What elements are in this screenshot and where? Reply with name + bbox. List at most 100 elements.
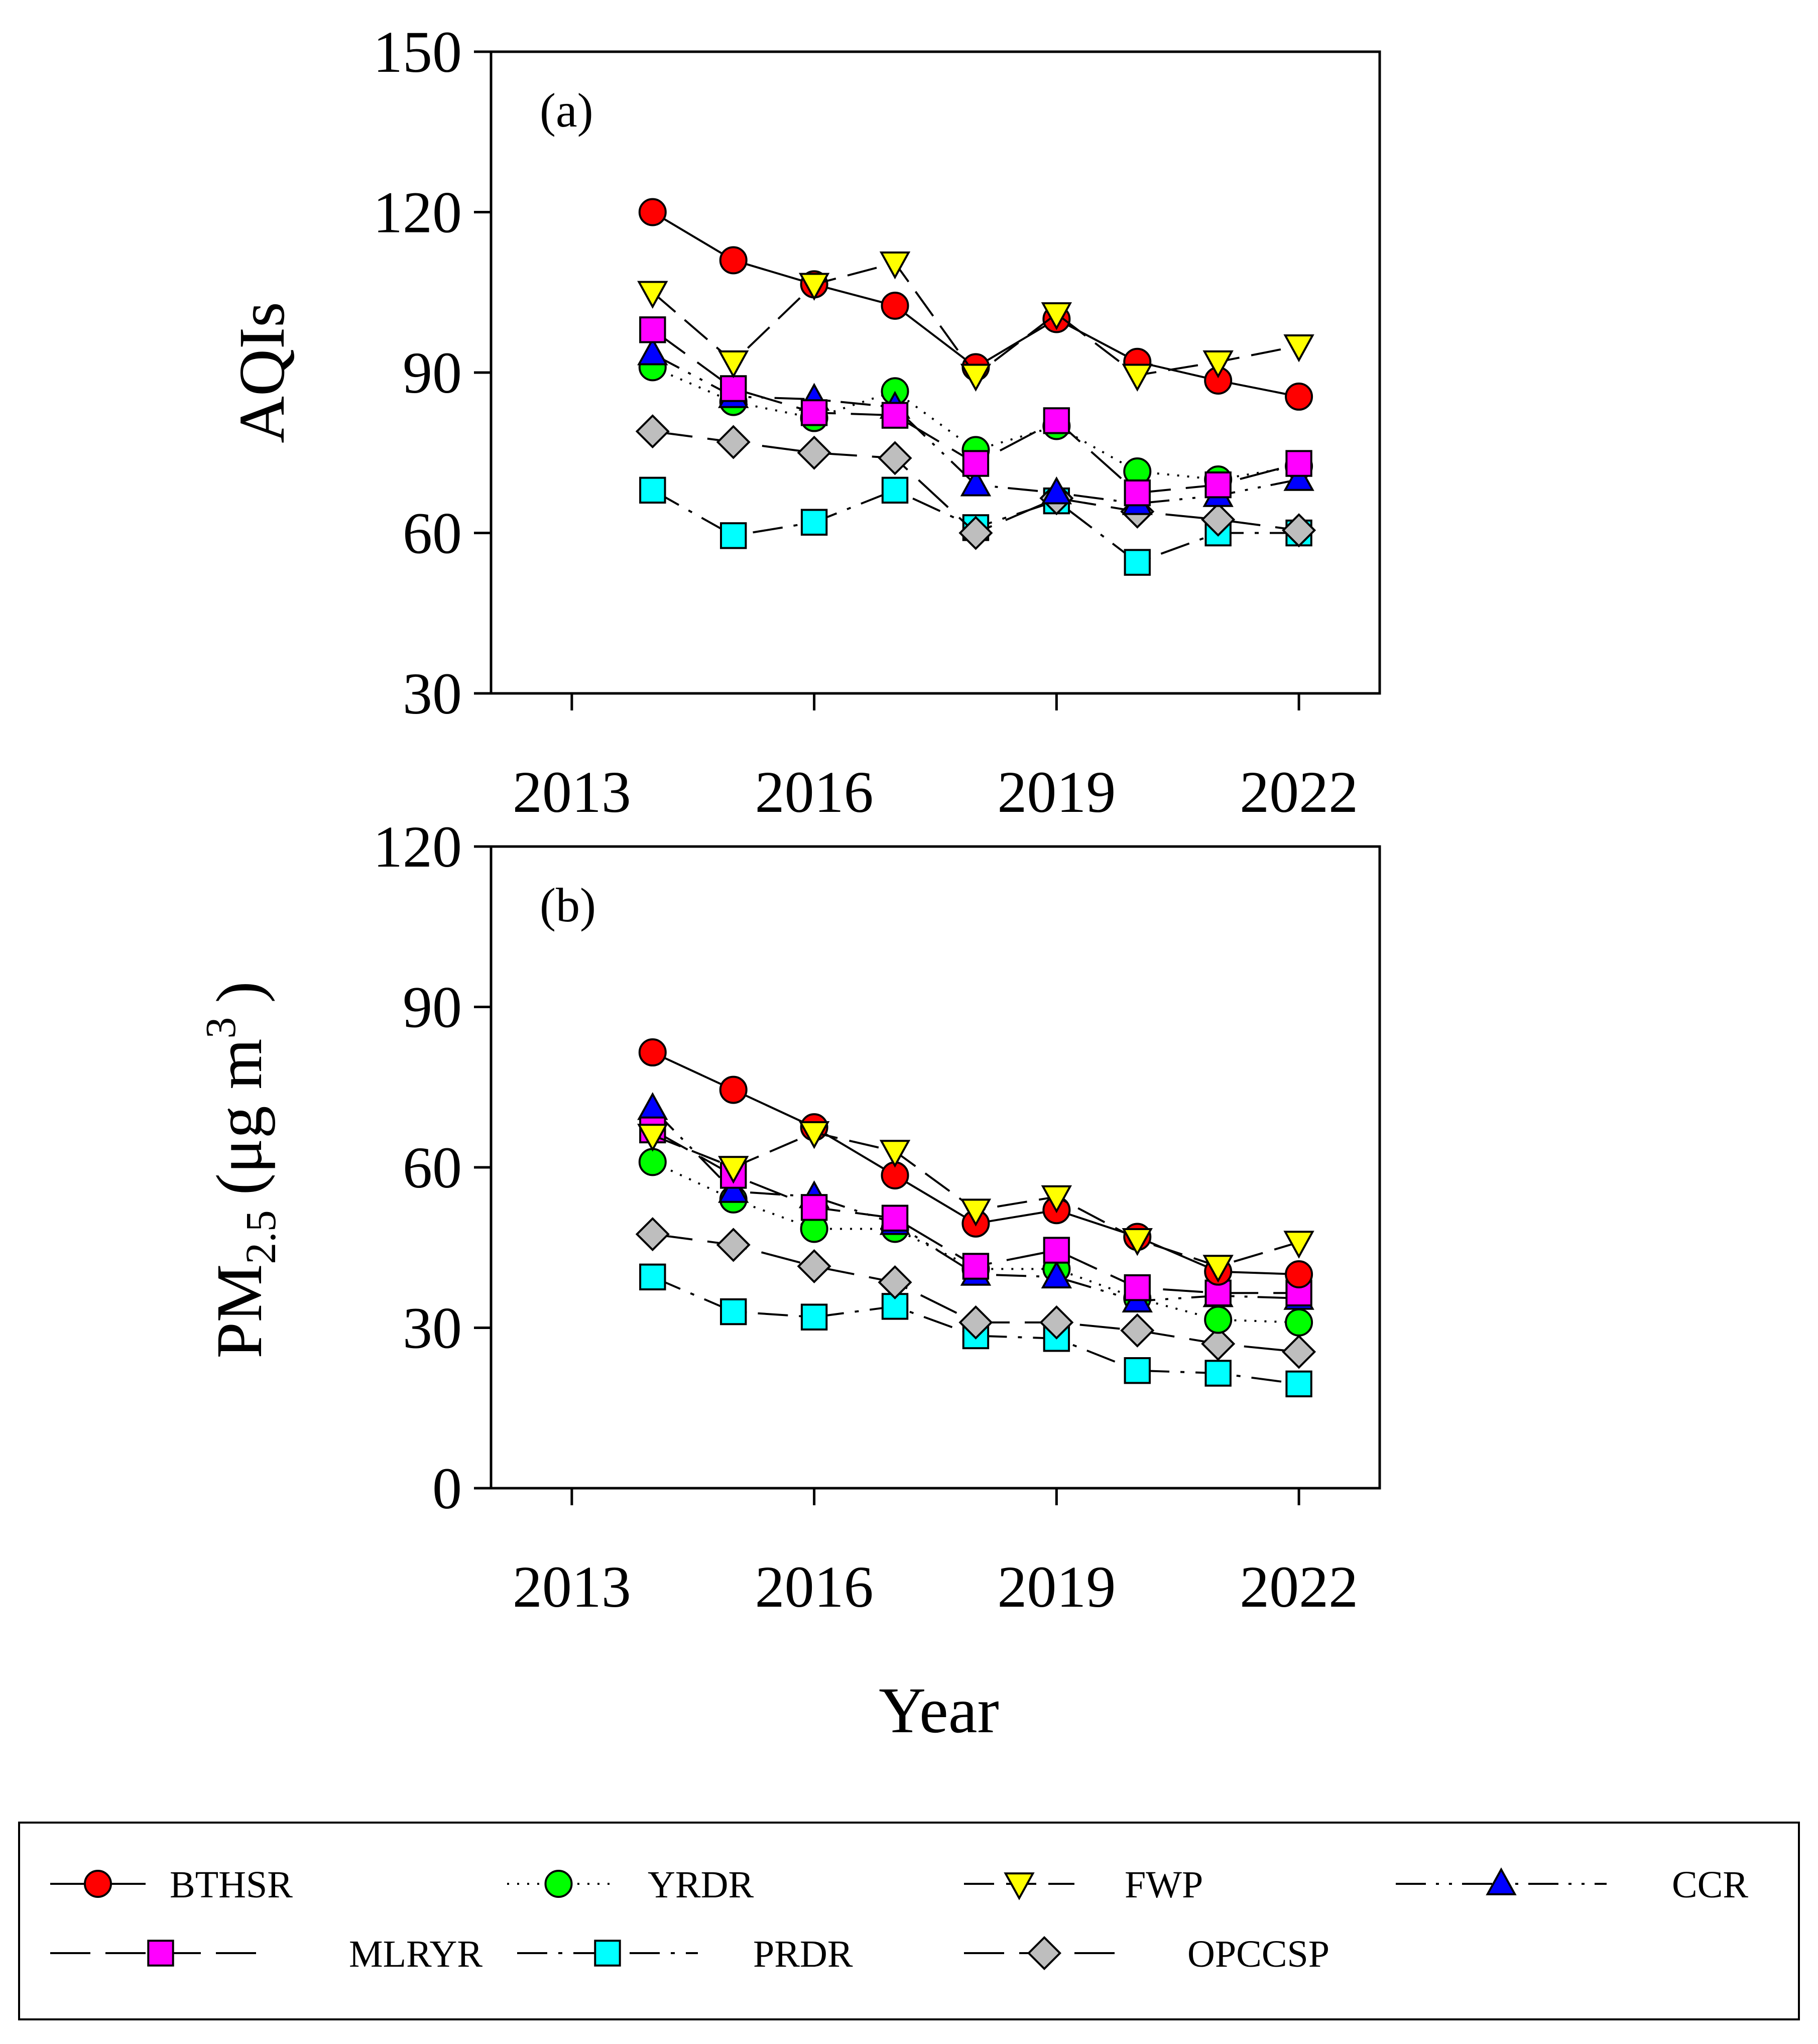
panel-a-point-mlryr-2021 bbox=[1204, 471, 1232, 499]
panel-a-point-mlryr-2015 bbox=[720, 375, 747, 402]
panel-b-point-mlryr-2019 bbox=[1043, 1237, 1070, 1264]
panel-a-point-opccsp-2016 bbox=[797, 435, 831, 470]
panel-a-x-tick-label-2: 2019 bbox=[997, 759, 1116, 825]
panel-b-point-prdr-2017 bbox=[881, 1293, 909, 1320]
panel-a-y-tick-label-1: 60 bbox=[403, 501, 462, 566]
panel-a-point-fwp-2019 bbox=[1041, 302, 1072, 330]
panel-b-point-ccr-2019 bbox=[1041, 1260, 1072, 1289]
panel-a-point-bthsr-2015 bbox=[719, 246, 748, 275]
panel-b-axes: 0 30 60 90 120 2013 2016 2019 2022 bbox=[373, 814, 1358, 1620]
panel-a-x-tick-label-3: 2022 bbox=[1240, 759, 1358, 825]
panel-a-point-ccr-2019 bbox=[1041, 476, 1072, 505]
panel-b-y-tick-label-3: 90 bbox=[403, 975, 462, 1040]
panel-a-point-mlryr-2020 bbox=[1124, 479, 1151, 507]
panel-b-y-tick-label-1: 30 bbox=[403, 1295, 462, 1361]
legend-label-fwp: FWP bbox=[1125, 1864, 1203, 1906]
panel-a-point-mlryr-2014 bbox=[639, 316, 666, 343]
legend-label-mlryr: MLRYR bbox=[349, 1933, 482, 1975]
panel-b-point-fwp-2014 bbox=[637, 1124, 668, 1152]
panel-b-point-fwp-2016 bbox=[798, 1121, 830, 1149]
panel-a-point-opccsp-2021 bbox=[1201, 502, 1236, 537]
panel-b-point-fwp-2017 bbox=[879, 1140, 911, 1168]
panel-a-point-mlryr-2016 bbox=[800, 399, 828, 426]
panel-a-point-ccr-2018 bbox=[960, 468, 992, 497]
legend-marker-ccr bbox=[1486, 1867, 1517, 1895]
panel-b-line-ccr bbox=[652, 1108, 1299, 1302]
panel-b-series-fwp bbox=[637, 1121, 1314, 1283]
legend-marker-fwp bbox=[1004, 1872, 1035, 1900]
panel-b-y-title: PM2.5 (μg m3) bbox=[196, 981, 285, 1358]
legend-label-yrdr: YRDR bbox=[648, 1864, 754, 1906]
legend-items: BTHSR YRDR FWP CCR MLRYR PRDR OPCCSP bbox=[50, 1864, 1748, 1975]
panel-b-point-yrdr-2021 bbox=[1204, 1305, 1233, 1334]
panel-b-point-yrdr-2022 bbox=[1285, 1308, 1313, 1337]
panel-b-point-prdr-2015 bbox=[720, 1298, 747, 1326]
panel-b-y-tick-label-4: 120 bbox=[373, 814, 462, 880]
y-title-units: (μg m bbox=[203, 1039, 276, 1195]
legend-marker-opccsp bbox=[1027, 1936, 1062, 1971]
panel-a-series-mlryr bbox=[639, 316, 1312, 507]
panel-b-point-fwp-2020 bbox=[1122, 1228, 1153, 1256]
panel-a-series-fwp bbox=[637, 251, 1314, 392]
panel-b-line-prdr bbox=[652, 1276, 1299, 1385]
panel-a-x-tick-label-0: 2013 bbox=[513, 759, 631, 825]
panel-b-point-opccsp-2015 bbox=[716, 1228, 751, 1262]
legend-label-ccr: CCR bbox=[1672, 1864, 1748, 1906]
legend-item-prdr: PRDR bbox=[517, 1933, 853, 1975]
legend: BTHSR YRDR FWP CCR MLRYR PRDR OPCCSP bbox=[18, 1822, 1800, 2020]
panel-b-point-opccsp-2021 bbox=[1201, 1327, 1236, 1361]
legend-marker-yrdr bbox=[544, 1870, 573, 1898]
panel-a-axes: 30 60 90 120 150 2013 2016 2019 2022 bbox=[373, 19, 1358, 825]
panel-a-point-fwp-2015 bbox=[718, 350, 749, 379]
panel-a-x-tick-label-1: 2016 bbox=[755, 759, 874, 825]
panel-b-point-fwp-2021 bbox=[1202, 1255, 1234, 1283]
panel-a-y-tick-label-0: 30 bbox=[403, 661, 462, 727]
panel-a-point-fwp-2018 bbox=[960, 364, 992, 392]
panel-a-point-fwp-2022 bbox=[1283, 334, 1314, 363]
panel-a-point-fwp-2014 bbox=[637, 281, 668, 309]
panel-b-point-opccsp-2018 bbox=[958, 1305, 993, 1340]
panel-b-point-prdr-2022 bbox=[1285, 1370, 1312, 1398]
panel-b-point-mlryr-2017 bbox=[881, 1205, 909, 1232]
legend-item-bthsr: BTHSR bbox=[50, 1864, 293, 1906]
legend-item-yrdr: YRDR bbox=[507, 1864, 754, 1906]
panel-a-point-ccr-2014 bbox=[637, 337, 668, 366]
panel-b-point-mlryr-2020 bbox=[1124, 1274, 1151, 1301]
panel-b-point-prdr-2020 bbox=[1124, 1357, 1151, 1384]
panel-a-point-bthsr-2022 bbox=[1285, 382, 1313, 411]
panel-b-point-fwp-2015 bbox=[718, 1156, 749, 1184]
panel-a-point-mlryr-2017 bbox=[881, 402, 909, 429]
panel-b: (b) PM2.5 (μg m3) 0 30 60 90 120 2013 2016 2019 2… bbox=[196, 814, 1381, 1620]
panel-a-point-ccr-2022 bbox=[1283, 463, 1314, 491]
legend-label-bthsr: BTHSR bbox=[170, 1864, 293, 1906]
panel-b-series-prdr bbox=[639, 1263, 1312, 1398]
panel-b-y-tick-label-2: 60 bbox=[403, 1135, 462, 1200]
y-title-units-close: ) bbox=[203, 981, 276, 1003]
panel-b-y-tick-label-0: 0 bbox=[432, 1456, 462, 1521]
panel-b-frame bbox=[490, 845, 1381, 1490]
panel-b-series-opccsp bbox=[635, 1217, 1316, 1369]
panel-a-point-opccsp-2022 bbox=[1282, 513, 1316, 548]
panel-a-point-bthsr-2014 bbox=[638, 198, 667, 226]
panel-b-point-prdr-2014 bbox=[639, 1263, 666, 1291]
legend-label-prdr: PRDR bbox=[753, 1933, 853, 1975]
panel-a-y-tick-label-3: 120 bbox=[373, 180, 462, 246]
panel-b-point-opccsp-2014 bbox=[635, 1217, 670, 1252]
legend-item-ccr: CCR bbox=[1396, 1864, 1748, 1906]
panel-b-line-yrdr bbox=[652, 1161, 1299, 1324]
panel-b-label: (b) bbox=[540, 878, 596, 932]
panel-a-point-bthsr-2017 bbox=[881, 291, 909, 320]
panel-b-point-opccsp-2016 bbox=[797, 1249, 831, 1284]
panel-a-point-opccsp-2017 bbox=[878, 441, 912, 475]
panel-b-point-bthsr-2014 bbox=[638, 1038, 667, 1067]
panel-a-point-fwp-2020 bbox=[1122, 364, 1153, 392]
legend-frame bbox=[18, 1822, 1800, 2020]
panel-a-y-tick-label-4: 150 bbox=[373, 19, 462, 85]
panel-a-point-mlryr-2022 bbox=[1285, 450, 1312, 477]
panel-b-point-fwp-2022 bbox=[1283, 1231, 1314, 1259]
legend-item-fwp: FWP bbox=[964, 1864, 1203, 1906]
legend-label-opccsp: OPCCSP bbox=[1187, 1933, 1329, 1975]
panel-a-point-opccsp-2015 bbox=[716, 425, 751, 459]
panel-a-y-title: AQIs bbox=[226, 302, 298, 443]
panel-a-point-fwp-2016 bbox=[798, 273, 830, 301]
